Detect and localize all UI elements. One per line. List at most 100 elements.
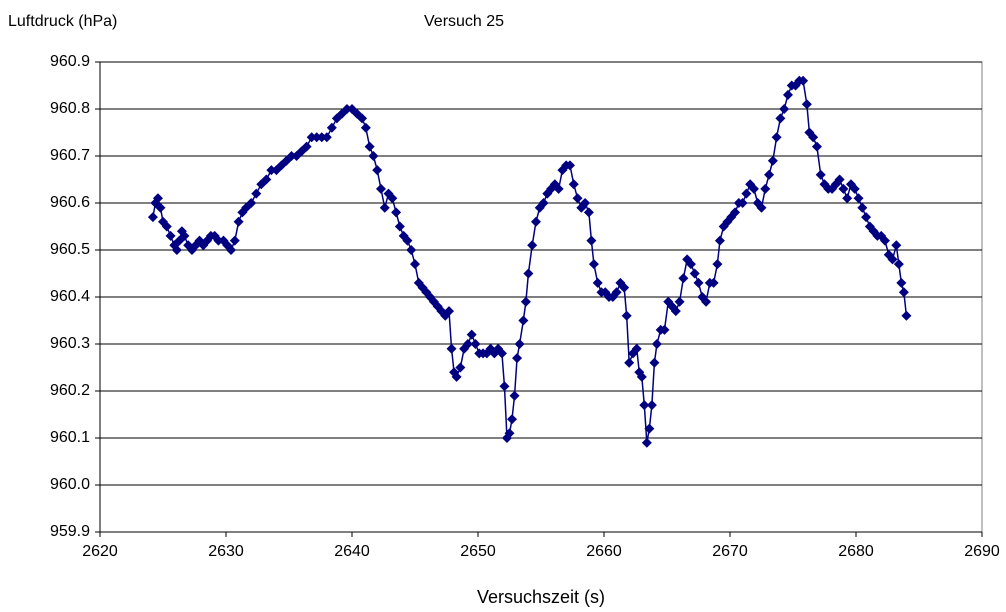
data-point: [311, 132, 322, 143]
data-point: [649, 357, 660, 368]
x-tick-label: 2680: [838, 543, 874, 560]
data-point: [641, 437, 652, 448]
x-axis-title: Versuchszeit (s): [477, 587, 605, 607]
data-point: [730, 207, 741, 218]
y-tick-label: 960.3: [50, 335, 90, 352]
data-point: [375, 183, 386, 194]
data-point: [470, 339, 481, 349]
data-point: [883, 249, 894, 260]
data-point: [462, 339, 473, 349]
data-point: [891, 240, 902, 251]
data-point: [782, 89, 793, 100]
data-point: [611, 287, 622, 298]
data-point: [564, 160, 575, 171]
x-tick-label: 2620: [82, 543, 118, 560]
data-point: [527, 240, 538, 251]
data-point: [466, 329, 477, 340]
x-tick-label: 2640: [334, 543, 370, 560]
data-point: [251, 188, 262, 199]
data-point: [714, 235, 725, 246]
data-point: [901, 310, 912, 321]
data-point: [588, 259, 599, 270]
data-point: [261, 174, 272, 185]
data-point: [712, 259, 723, 270]
data-point: [701, 296, 712, 307]
data-point: [898, 287, 909, 298]
data-point: [496, 348, 507, 359]
data-point: [764, 169, 775, 180]
data-point: [760, 183, 771, 194]
data-point: [372, 165, 383, 176]
data-point: [512, 353, 523, 364]
data-point: [838, 183, 849, 194]
data-point: [523, 268, 534, 279]
y-tick-label: 960.0: [50, 476, 90, 493]
data-point: [161, 221, 172, 232]
data-point: [644, 423, 655, 434]
data-point: [233, 216, 244, 227]
data-point: [410, 259, 420, 270]
data-point: [520, 296, 531, 307]
data-point: [226, 245, 237, 255]
data-point: [842, 193, 853, 204]
data-point: [341, 104, 352, 114]
data-point: [861, 212, 872, 223]
data-point: [887, 254, 898, 265]
data-point: [659, 324, 670, 335]
data-point: [624, 357, 635, 368]
data-point: [586, 235, 597, 246]
data-point: [147, 212, 158, 223]
x-tick-label: 2650: [460, 543, 496, 560]
data-point: [451, 371, 462, 382]
data-point: [246, 198, 257, 208]
data-point: [834, 174, 845, 185]
data-point: [639, 400, 650, 411]
data-point: [155, 202, 166, 213]
data-point: [364, 141, 375, 152]
y-tick-label: 960.7: [50, 147, 90, 164]
data-point: [507, 414, 518, 425]
data-point: [316, 132, 327, 143]
data-point: [748, 183, 759, 194]
data-point: [619, 282, 630, 293]
data-point: [779, 104, 790, 114]
x-tick-label: 2670: [712, 543, 748, 560]
y-tick-label: 960.4: [50, 288, 90, 305]
data-point: [509, 390, 520, 401]
data-point: [670, 306, 681, 317]
data-point: [636, 371, 647, 382]
data-point: [853, 193, 864, 204]
data-point: [685, 259, 696, 270]
data-point: [553, 183, 564, 194]
data-point: [391, 207, 402, 218]
data-point: [326, 122, 337, 133]
data-point: [651, 339, 662, 349]
data-point: [286, 151, 297, 161]
data-point: [446, 343, 457, 354]
data-point: [767, 155, 778, 166]
data-point: [171, 245, 182, 255]
y-axis-title: Luftdruck (hPa): [8, 13, 117, 30]
data-point: [775, 113, 786, 124]
data-point: [756, 202, 767, 213]
y-tick-label: 960.9: [50, 53, 90, 70]
data-point: [849, 183, 860, 194]
data-point: [741, 188, 752, 199]
y-tick-label: 960.6: [50, 194, 90, 211]
data-point: [504, 428, 515, 439]
data-point: [631, 343, 642, 354]
data-point: [499, 381, 510, 392]
data-point: [678, 273, 689, 284]
data-point: [801, 99, 812, 110]
data-point: [689, 268, 700, 279]
data-point: [572, 193, 583, 204]
data-point: [387, 193, 398, 204]
data-point: [798, 75, 809, 86]
data-point: [815, 169, 826, 180]
data-point: [896, 277, 907, 288]
data-point: [568, 179, 579, 190]
data-point: [394, 221, 405, 232]
data-point: [646, 400, 657, 411]
x-tick-label: 2630: [208, 543, 244, 560]
